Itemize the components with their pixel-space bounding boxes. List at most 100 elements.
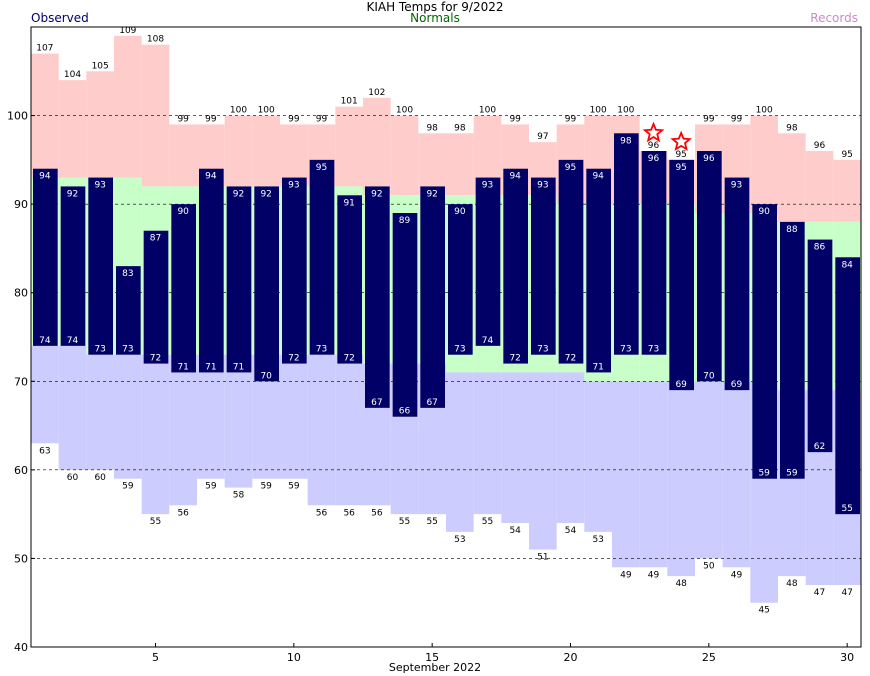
record-high-band — [280, 124, 308, 187]
observed-high-label: 92 — [233, 189, 244, 199]
record-high-label: 100 — [617, 106, 634, 116]
observed-high-label: 91 — [343, 198, 354, 208]
observed-high-label: 84 — [841, 260, 853, 270]
observed-low-label: 73 — [94, 345, 105, 355]
observed-low-label: 69 — [675, 380, 687, 390]
record-high-label: 96 — [648, 141, 660, 151]
observed-low-label: 72 — [565, 354, 576, 364]
record-high-label: 97 — [537, 132, 548, 142]
observed-high-label: 95 — [675, 163, 686, 173]
record-high-label: 100 — [396, 106, 413, 116]
record-low-label: 59 — [205, 482, 217, 492]
observed-high-label: 95 — [316, 163, 327, 173]
observed-high-label: 92 — [260, 189, 271, 199]
observed-high-label: 93 — [482, 181, 493, 191]
observed-low-label: 73 — [122, 345, 133, 355]
observed-bar — [88, 177, 113, 355]
observed-low-label: 72 — [509, 354, 520, 364]
observed-bar — [33, 168, 58, 346]
record-low-band — [280, 354, 308, 479]
observed-low-label: 72 — [288, 354, 299, 364]
record-low-label: 55 — [399, 517, 410, 527]
observed-high-label: 93 — [731, 181, 742, 191]
observed-low-label: 67 — [426, 398, 437, 408]
x-tick-label: 15 — [425, 651, 439, 664]
record-high-label: 100 — [756, 106, 773, 116]
y-tick-label: 100 — [7, 110, 28, 123]
record-low-band — [501, 372, 529, 523]
record-high-label: 98 — [786, 123, 798, 133]
record-high-label: 98 — [454, 123, 466, 133]
record-low-band — [639, 381, 668, 568]
observed-high-label: 93 — [537, 181, 548, 191]
observed-high-label: 96 — [703, 154, 715, 164]
observed-low-label: 71 — [205, 362, 216, 372]
observed-bar — [614, 133, 639, 355]
record-high-band — [86, 71, 114, 178]
record-low-label: 59 — [260, 482, 272, 492]
record-high-band — [805, 151, 834, 222]
observed-low-label: 66 — [399, 407, 411, 417]
record-high-label: 107 — [36, 44, 53, 54]
record-high-label: 100 — [258, 106, 275, 116]
record-high-label: 105 — [92, 61, 109, 71]
observed-bar — [309, 159, 335, 355]
record-high-label: 98 — [426, 123, 438, 133]
record-low-label: 54 — [565, 526, 577, 536]
observed-bar — [835, 257, 860, 515]
y-tick-label: 60 — [14, 464, 28, 477]
x-tick-label: 10 — [287, 651, 301, 664]
record-high-label: 99 — [565, 114, 577, 124]
record-low-band — [529, 372, 557, 550]
record-low-band — [335, 354, 363, 506]
x-tick-label: 20 — [564, 651, 578, 664]
observed-low-label: 74 — [67, 336, 79, 346]
record-high-label: 95 — [675, 150, 686, 160]
observed-low-label: 73 — [648, 345, 659, 355]
observed-high-label: 90 — [758, 207, 770, 217]
legend-observed: Observed — [31, 11, 89, 25]
record-low-label: 48 — [675, 579, 687, 589]
observed-high-label: 86 — [814, 243, 826, 253]
observed-high-label: 89 — [399, 216, 411, 226]
x-tick-label: 5 — [152, 651, 159, 664]
record-low-label: 63 — [39, 446, 50, 456]
record-high-label: 99 — [288, 114, 300, 124]
observed-high-label: 90 — [177, 207, 189, 217]
observed-bar — [337, 195, 362, 364]
plot-frame — [30, 26, 862, 648]
record-low-label: 54 — [509, 526, 521, 536]
record-low-band — [556, 372, 585, 523]
record-low-label: 59 — [122, 482, 134, 492]
record-low-band — [169, 354, 197, 506]
record-low-band — [141, 354, 170, 515]
observed-high-label: 87 — [150, 234, 161, 244]
observed-high-label: 95 — [565, 163, 576, 173]
record-low-label: 58 — [233, 491, 245, 501]
observed-bar — [448, 204, 473, 355]
record-low-band — [473, 372, 502, 515]
observed-bar — [254, 186, 279, 382]
observed-low-label: 70 — [703, 371, 715, 381]
legend-normals: Normals — [410, 11, 460, 25]
observed-bar — [697, 151, 722, 382]
observed-low-label: 73 — [620, 345, 631, 355]
y-tick-label: 90 — [14, 198, 28, 211]
observed-bar — [143, 230, 169, 364]
observed-bar — [503, 168, 528, 364]
observed-low-label: 59 — [758, 469, 770, 479]
x-axis-title: September 2022 — [388, 661, 482, 674]
observed-high-label: 94 — [205, 172, 217, 182]
record-high-label: 95 — [841, 150, 852, 160]
observed-low-label: 72 — [150, 354, 161, 364]
observed-bar — [282, 177, 307, 364]
record-low-label: 55 — [150, 517, 161, 527]
record-high-band — [169, 124, 197, 187]
record-high-label: 99 — [316, 114, 328, 124]
record-low-label: 49 — [731, 570, 743, 580]
record-high-band — [114, 35, 142, 178]
record-low-band — [722, 381, 751, 568]
record-high-band — [833, 159, 861, 222]
record-high-label: 100 — [590, 106, 607, 116]
record-low-band — [446, 372, 474, 532]
